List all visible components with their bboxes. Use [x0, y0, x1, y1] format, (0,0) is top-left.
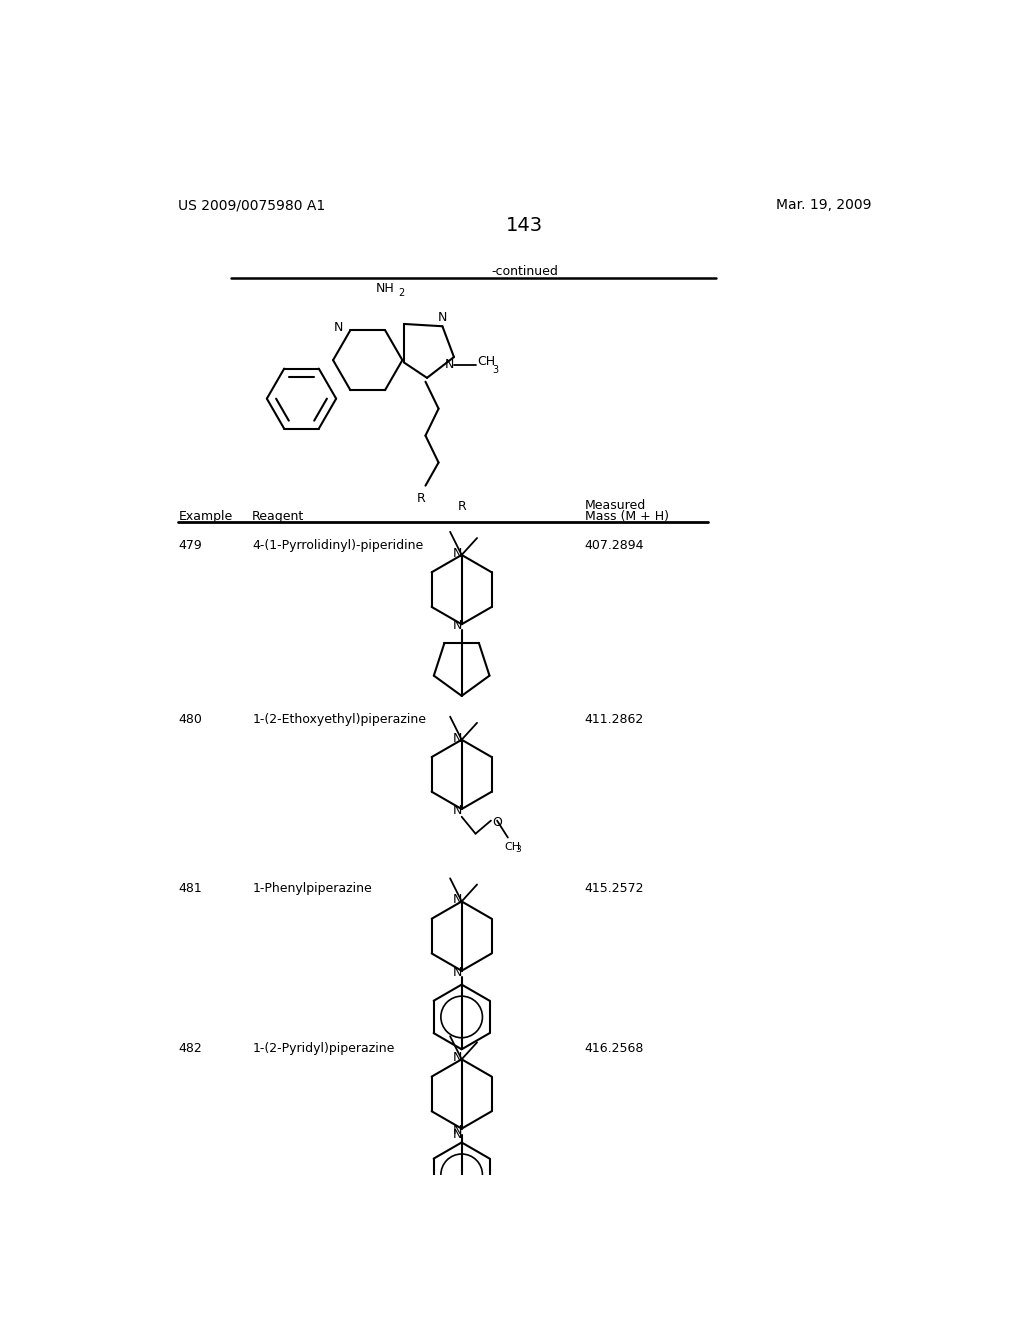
- Text: 3: 3: [515, 845, 521, 854]
- Text: 415.2572: 415.2572: [585, 882, 644, 895]
- Text: NH: NH: [375, 282, 394, 296]
- Text: Mar. 19, 2009: Mar. 19, 2009: [776, 198, 871, 213]
- Text: N: N: [453, 894, 462, 907]
- Text: 416.2568: 416.2568: [585, 1043, 644, 1056]
- Text: CH: CH: [477, 355, 496, 368]
- Text: Mass (M + H): Mass (M + H): [585, 510, 669, 523]
- Text: Measured: Measured: [585, 499, 646, 512]
- Text: N: N: [453, 1051, 462, 1064]
- Text: 3: 3: [493, 364, 499, 375]
- Text: 482: 482: [178, 1043, 202, 1056]
- Text: 143: 143: [506, 216, 544, 235]
- Text: CH: CH: [504, 842, 520, 853]
- Text: 1-(2-Pyridyl)piperazine: 1-(2-Pyridyl)piperazine: [252, 1043, 394, 1056]
- Text: N: N: [453, 966, 462, 979]
- Text: N: N: [453, 1127, 462, 1140]
- Text: 480: 480: [178, 713, 202, 726]
- Text: US 2009/0075980 A1: US 2009/0075980 A1: [178, 198, 326, 213]
- Text: R: R: [417, 492, 426, 504]
- Text: 1-Phenylpiperazine: 1-Phenylpiperazine: [252, 882, 372, 895]
- Text: 479: 479: [178, 539, 202, 552]
- Text: Example: Example: [178, 510, 232, 523]
- Text: 1-(2-Ethoxyethyl)piperazine: 1-(2-Ethoxyethyl)piperazine: [252, 713, 426, 726]
- Text: 407.2894: 407.2894: [585, 539, 644, 552]
- Text: N: N: [453, 546, 462, 560]
- Text: N: N: [453, 1123, 462, 1137]
- Text: N: N: [453, 731, 462, 744]
- Text: N: N: [437, 312, 447, 323]
- Text: -continued: -continued: [492, 264, 558, 277]
- Text: N: N: [334, 321, 343, 334]
- Text: 481: 481: [178, 882, 202, 895]
- Text: O: O: [493, 816, 503, 829]
- Text: Reagent: Reagent: [252, 510, 304, 523]
- Text: 411.2862: 411.2862: [585, 713, 644, 726]
- Text: 2: 2: [398, 288, 404, 298]
- Text: 4-(1-Pyrrolidinyl)-piperidine: 4-(1-Pyrrolidinyl)-piperidine: [252, 539, 424, 552]
- Text: N: N: [453, 804, 462, 817]
- Text: R: R: [458, 500, 466, 513]
- Text: N: N: [444, 358, 454, 371]
- Text: N: N: [453, 619, 462, 632]
